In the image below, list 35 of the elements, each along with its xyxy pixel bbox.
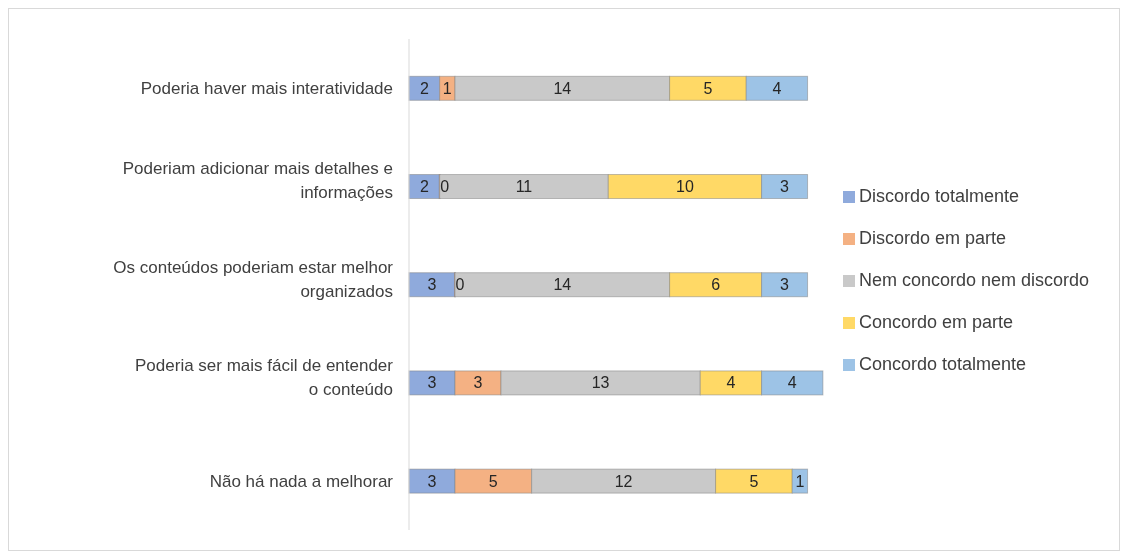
data-label: 4 (772, 79, 782, 97)
data-label: 4 (726, 374, 736, 392)
data-label: 14 (553, 79, 572, 97)
data-label: 13 (591, 374, 610, 392)
data-label: 5 (488, 472, 498, 490)
data-label: 5 (749, 472, 759, 490)
data-label: 0 (455, 276, 465, 294)
data-label: 3 (427, 276, 437, 294)
data-label: 1 (795, 472, 805, 490)
data-label: 4 (787, 374, 797, 392)
data-label: 3 (427, 472, 437, 490)
y-tick-label: Poderia ser mais fácil de entender o conteúdo (135, 355, 394, 399)
data-label: 12 (614, 472, 633, 490)
data-label: 11 (515, 178, 533, 196)
data-label: 6 (711, 276, 721, 294)
data-label: 10 (676, 178, 694, 196)
data-label: 3 (780, 178, 790, 196)
legend-label: Nem concordo nem discordo (858, 269, 1089, 290)
data-label: 0 (440, 178, 450, 196)
data-label: 5 (703, 79, 713, 97)
y-tick-label: Os conteúdos poderiam estar melhor organizados (113, 257, 394, 300)
y-tick-label: Poderia haver mais interatividade (140, 78, 393, 98)
y-tick-label: Não há nada a melhorar (209, 471, 394, 491)
legend-label: Concordo em parte (858, 311, 1013, 332)
legend-label: Concordo totalmente (858, 353, 1026, 374)
data-label: 3 (780, 276, 790, 294)
data-label: 2 (419, 178, 429, 196)
data-label: 2 (419, 79, 429, 97)
legend-label: Discordo em parte (858, 227, 1006, 248)
data-label: 1 (442, 79, 452, 97)
data-label: 14 (553, 276, 572, 294)
y-tick-label: Poderiam adicionar mais detalhes e informações (122, 158, 393, 202)
legend-label: Discordo totalmente (858, 185, 1019, 206)
data-label: 3 (473, 374, 483, 392)
data-label: 3 (427, 374, 437, 392)
